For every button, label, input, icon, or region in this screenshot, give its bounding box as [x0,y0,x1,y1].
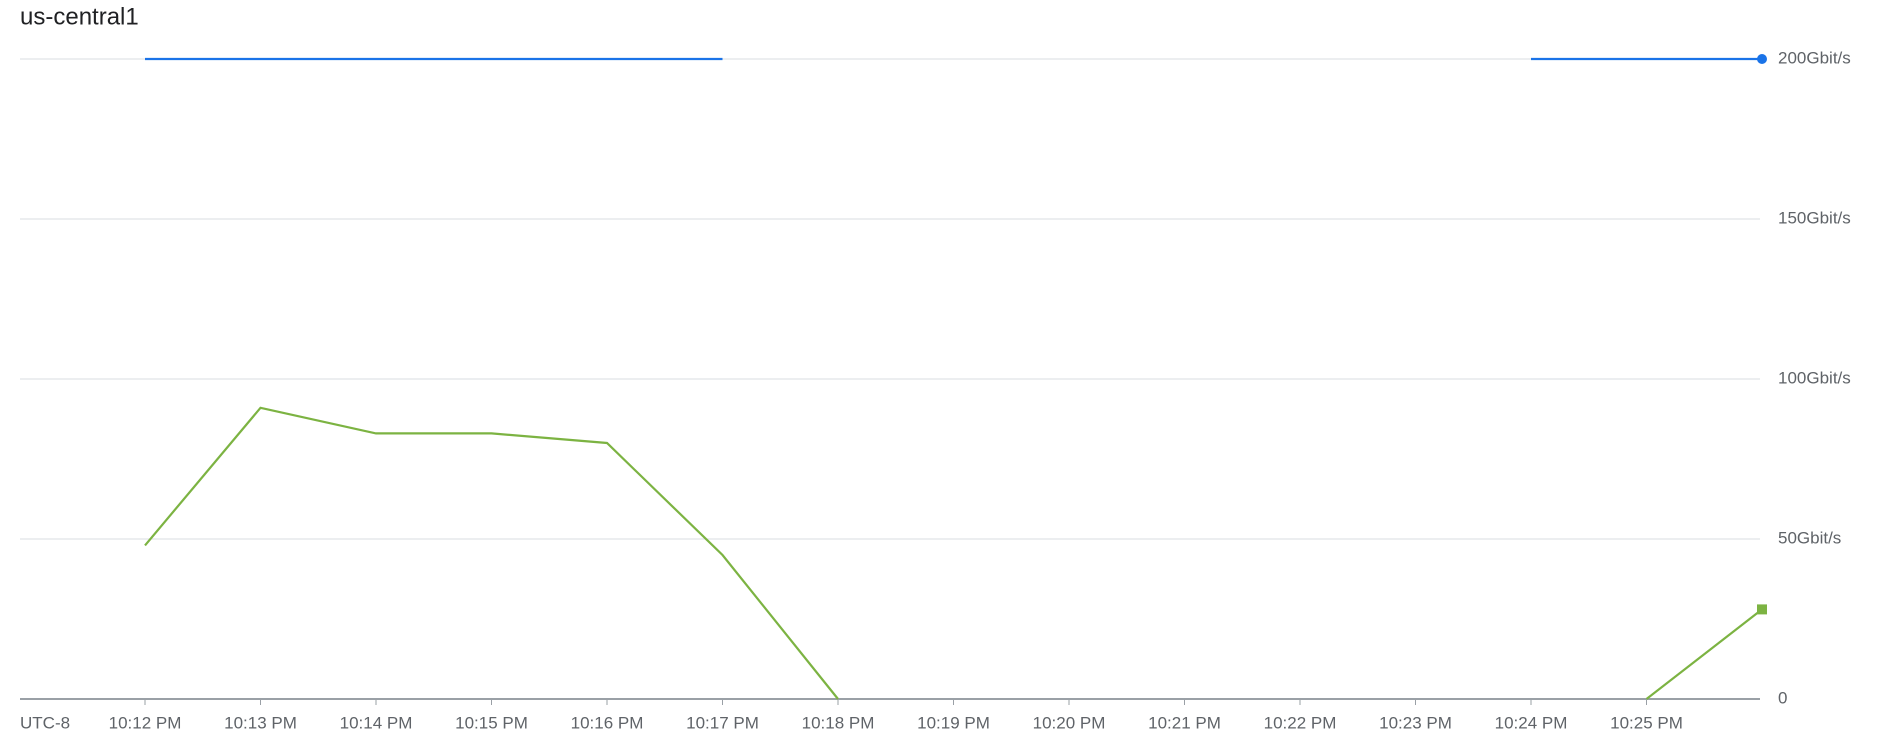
end-marker [1757,54,1767,64]
y-tick-label: 50Gbit/s [1778,528,1841,547]
x-tick-label: 10:15 PM [455,713,528,732]
x-tick-label: 10:22 PM [1264,713,1337,732]
x-tick-label: 10:16 PM [571,713,644,732]
x-tick-label: 10:20 PM [1033,713,1106,732]
timezone-label: UTC-8 [20,713,70,732]
end-marker [1757,604,1767,615]
series-line [144,406,1763,700]
chart-title: us-central1 [20,3,139,30]
x-tick-label: 10:12 PM [109,713,182,732]
y-tick-label: 150Gbit/s [1778,208,1851,227]
x-tick-label: 10:19 PM [917,713,990,732]
x-tick-label: 10:17 PM [686,713,759,732]
x-tick-label: 10:13 PM [224,713,297,732]
x-tick-label: 10:18 PM [802,713,875,732]
x-tick-label: 10:24 PM [1495,713,1568,732]
x-tick-label: 10:14 PM [340,713,413,732]
y-tick-label: 100Gbit/s [1778,368,1851,387]
x-tick-label: 10:23 PM [1379,713,1452,732]
x-tick-label: 10:25 PM [1610,713,1683,732]
x-tick-label: 10:21 PM [1148,713,1221,732]
y-tick-label: 0 [1778,688,1787,707]
y-tick-label: 200Gbit/s [1778,48,1851,67]
